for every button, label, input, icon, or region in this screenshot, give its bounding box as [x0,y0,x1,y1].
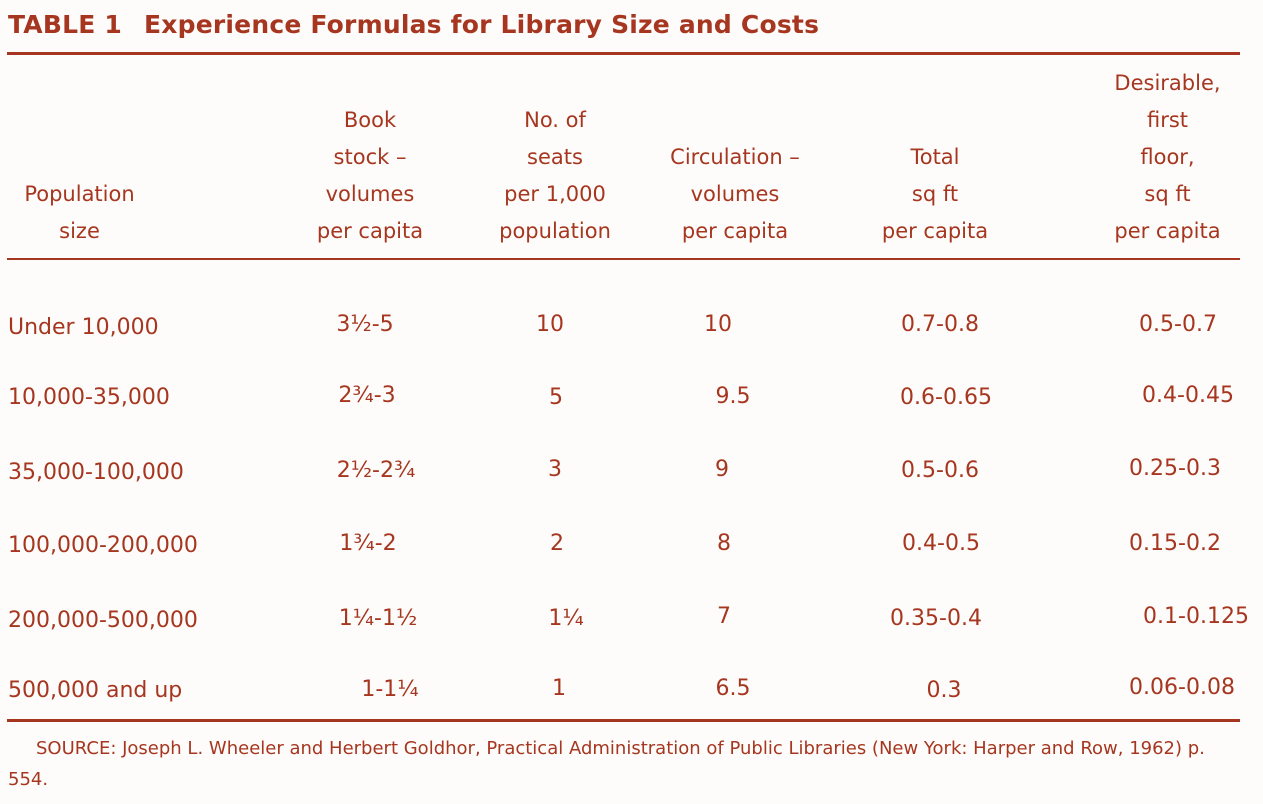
cell-first-floor-sqft: 0.5-0.7 [1139,312,1217,337]
header-rule [7,258,1240,260]
cell-seats: 10 [536,312,564,337]
cell-first-floor-sqft: 0.06-0.08 [1129,675,1235,700]
cell-seats: 1 [552,676,566,701]
top-rule [7,52,1240,55]
cell-circulation: 6.5 [715,676,751,701]
cell-seats: 5 [549,385,563,410]
header-book-stock: Book stock – volumes per capita [316,108,424,243]
cell-population: 200,000-500,000 [8,608,198,633]
cell-book-stock: 2½-2¾ [336,458,416,483]
cell-seats: 2 [550,531,564,556]
cell-first-floor-sqft: 0.25-0.3 [1129,456,1221,481]
cell-seats: 1¼ [548,606,584,631]
cell-circulation: 9 [715,457,729,482]
cell-first-floor-sqft: 0.1-0.125 [1143,604,1249,629]
header-total-sqft: Total sq ft per capita [881,145,989,243]
cell-total-sqft: 0.6-0.65 [900,385,992,410]
bottom-rule [7,719,1240,722]
cell-seats: 3 [548,457,562,482]
cell-total-sqft: 0.5-0.6 [901,458,979,483]
cell-circulation: 9.5 [715,384,751,409]
cell-total-sqft: 0.3 [926,678,962,703]
cell-circulation: 8 [717,531,731,556]
cell-book-stock: 1-1¼ [361,677,419,702]
header-circulation: Circulation – volumes per capita [670,145,800,243]
table-label: TABLE 1 [8,10,123,39]
cell-book-stock: 1¼-1½ [338,606,418,631]
table-title: TABLE 1 Experience Formulas for Library S… [8,10,819,39]
cell-book-stock: 1¾-2 [339,531,397,556]
header-seats: No. of seats per 1,000 population [499,108,611,243]
cell-circulation: 7 [717,604,731,629]
cell-population: Under 10,000 [8,315,159,340]
cell-total-sqft: 0.4-0.5 [902,531,980,556]
cell-total-sqft: 0.7-0.8 [901,312,979,337]
cell-book-stock: 3½-5 [336,312,394,337]
cell-population: 500,000 and up [8,678,183,703]
cell-book-stock: 2¾-3 [338,383,396,408]
cell-total-sqft: 0.35-0.4 [890,606,982,631]
cell-first-floor-sqft: 0.4-0.45 [1142,383,1234,408]
header-population-size: Population size [24,182,135,243]
table-caption: Experience Formulas for Library Size and… [144,10,820,39]
cell-first-floor-sqft: 0.15-0.2 [1129,531,1221,556]
source-note: SOURCE: Joseph L. Wheeler and Herbert Go… [8,738,1205,790]
cell-circulation: 10 [704,312,732,337]
header-first-floor-sqft: Desirable, first floor, sq ft per capita [1114,71,1221,243]
cell-population: 100,000-200,000 [8,533,198,558]
cell-population: 10,000-35,000 [8,385,170,410]
cell-population: 35,000-100,000 [8,460,184,485]
